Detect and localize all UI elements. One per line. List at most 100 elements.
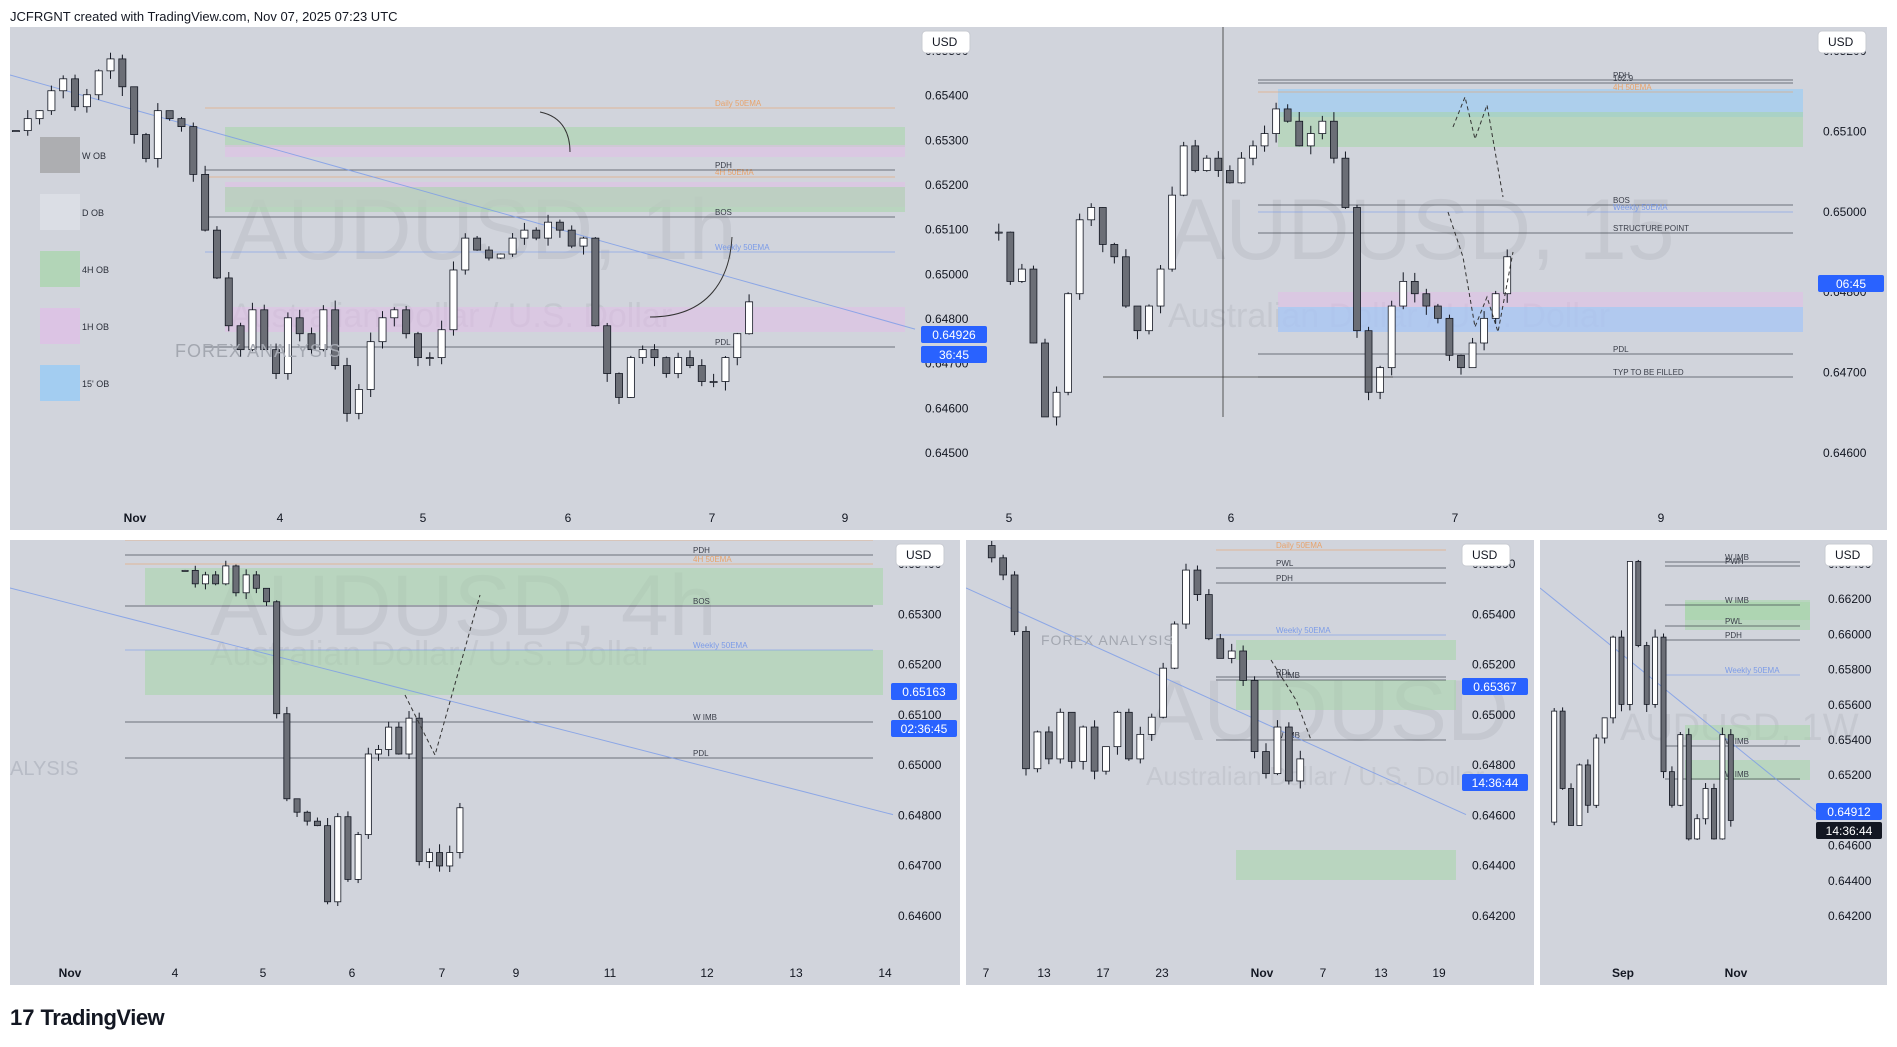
- tradingview-footer[interactable]: 17 TradingView: [10, 1005, 165, 1031]
- legend-label: 4H OB: [82, 265, 109, 275]
- level-label: Weekly 50EMA: [1613, 203, 1668, 212]
- candle-body: [343, 365, 351, 414]
- candle-body: [272, 349, 281, 374]
- x-tick-label: 23: [1155, 966, 1169, 980]
- order-block-zone: [1236, 640, 1456, 660]
- currency-label: USD: [1835, 548, 1861, 562]
- candle-body: [745, 301, 754, 335]
- candle-body: [1125, 711, 1133, 760]
- level-label: PDH: [693, 546, 710, 555]
- candle-body: [1503, 256, 1512, 295]
- legend-swatch: [40, 251, 80, 287]
- candle-body: [1147, 716, 1156, 735]
- countdown-badge: [891, 720, 957, 737]
- candle-body: [94, 70, 103, 96]
- x-tick-label: 7: [1320, 966, 1327, 980]
- candle-body: [1098, 207, 1107, 245]
- candle-body: [1090, 726, 1099, 772]
- candle-body: [118, 58, 127, 88]
- x-tick-label: 6: [349, 966, 356, 980]
- candle-body: [1584, 764, 1591, 806]
- candle-body: [1364, 330, 1373, 393]
- candle-body: [1694, 818, 1701, 840]
- candle-body: [1272, 108, 1280, 134]
- x-tick-label: 13: [1037, 966, 1051, 980]
- candle-body: [82, 94, 91, 108]
- candle-body: [1260, 133, 1269, 147]
- candle-body: [449, 269, 458, 331]
- candle-body: [1468, 342, 1477, 369]
- candle-body: [1249, 145, 1257, 159]
- y-tick-label: 0.64800: [1472, 758, 1516, 772]
- candle-body: [1559, 710, 1566, 789]
- x-tick-label: Nov: [59, 966, 82, 980]
- x-tick-label: 12: [700, 966, 714, 980]
- order-block-zone: [1685, 725, 1810, 740]
- candle-body: [721, 357, 730, 382]
- level-label: PDH: [1613, 71, 1630, 80]
- candle-body: [1075, 219, 1084, 295]
- y-tick-label: 0.65800: [1828, 663, 1872, 677]
- level-label: 4H 50EMA: [1613, 83, 1652, 92]
- chart-panel-1h[interactable]: AUDUSD, 1hAustralian Dollar / U.S. Dolla…: [10, 27, 993, 530]
- candle-body: [436, 852, 444, 867]
- candle-body: [591, 237, 600, 327]
- candle-body: [354, 389, 363, 414]
- candle-body: [390, 309, 399, 319]
- candle-body: [248, 309, 257, 351]
- level-label: 102.9: [1613, 74, 1634, 83]
- ema-line: [1540, 587, 1821, 815]
- chart-panel-daily[interactable]: AUDUSD Australian Dollar / U.S. Dollar Dai…: [966, 540, 1534, 985]
- candle-body: [165, 110, 174, 120]
- x-tick-label: 9: [1658, 511, 1665, 525]
- candle-body: [1193, 569, 1202, 595]
- level-label: W IMB: [1725, 737, 1749, 746]
- projection-path: [1452, 95, 1504, 198]
- chart-panel-4h[interactable]: AUDUSD, 4hAustralian Dollar / U.S. Dolla…: [10, 540, 960, 985]
- x-tick-label: 6: [1228, 511, 1235, 525]
- candle-body: [1159, 667, 1167, 718]
- candle-body: [1010, 574, 1019, 632]
- countdown-badge: [921, 346, 987, 363]
- price-badge-label: 0.65163: [902, 685, 946, 699]
- x-tick-label: 9: [842, 511, 849, 525]
- candle-body: [242, 574, 250, 594]
- countdown-badge-label: 14:36:44: [1826, 824, 1873, 838]
- candle-body: [1179, 145, 1188, 196]
- order-block-zone: [1278, 112, 1803, 147]
- candle-body: [212, 574, 220, 585]
- y-tick-label: 0.65000: [1472, 708, 1516, 722]
- candle-body: [260, 309, 269, 351]
- candle-body: [189, 126, 198, 175]
- currency-label: USD: [1828, 35, 1854, 49]
- candle-body: [1018, 268, 1026, 282]
- order-block-zone: [225, 145, 905, 157]
- level-label: PWL: [1276, 559, 1294, 568]
- candle-body: [1045, 731, 1053, 760]
- level-label: PDH: [715, 161, 732, 170]
- candle-body: [191, 569, 199, 585]
- currency-button-bg: [1824, 543, 1874, 567]
- y-tick-label: 0.64700: [898, 859, 942, 873]
- watermark-symbol: AUDUSD, 15: [1168, 182, 1675, 278]
- candle-body: [638, 349, 647, 359]
- projection-path: [404, 594, 481, 757]
- candle-body: [1719, 734, 1726, 840]
- candle-body: [1191, 145, 1200, 171]
- candle-body: [1330, 120, 1338, 159]
- x-tick-label: 5: [1006, 511, 1013, 525]
- y-tick-label: 0.64600: [925, 401, 969, 415]
- candle-body: [1006, 231, 1015, 282]
- y-tick-label: 0.65300: [925, 133, 969, 147]
- chart-credit: JCFRGNT created with TradingView.com, No…: [10, 9, 398, 24]
- candle-body: [295, 317, 304, 335]
- candle-body: [263, 587, 270, 603]
- candle-body: [1685, 734, 1692, 840]
- candle-body: [415, 717, 423, 862]
- candle-body: [1422, 293, 1431, 307]
- level-label: Weekly 50EMA: [1276, 626, 1331, 635]
- level-label: Weekly 50EMA: [693, 641, 748, 650]
- candle-body: [484, 249, 493, 259]
